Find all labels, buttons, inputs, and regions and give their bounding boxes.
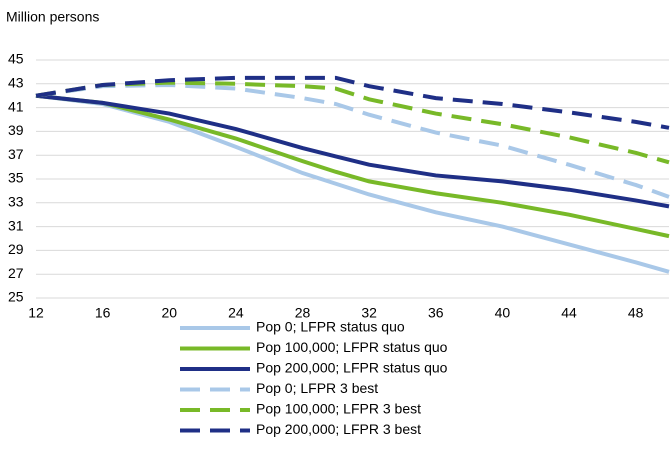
x-tick-label: 48 <box>628 305 644 321</box>
series-line <box>35 80 670 165</box>
y-tick-label: 45 <box>8 51 24 67</box>
y-tick-label: 43 <box>8 75 24 91</box>
y-tick-label: 39 <box>8 122 24 138</box>
y-tick-label: 25 <box>8 289 24 305</box>
legend-label: Pop 0; LFPR status quo <box>256 319 405 335</box>
y-tick-label: 35 <box>8 170 24 186</box>
y-tick-label: 37 <box>8 146 24 162</box>
y-axis-label: Million persons <box>6 9 99 25</box>
x-tick-label: 12 <box>28 305 44 321</box>
series-line <box>35 93 670 209</box>
series-line <box>35 82 670 199</box>
series-line <box>35 93 670 239</box>
series-line <box>35 75 670 130</box>
x-tick-label: 36 <box>428 305 444 321</box>
legend-label: Pop 100,000; LFPR 3 best <box>256 401 421 417</box>
x-tick-label: 16 <box>95 305 111 321</box>
x-tick-label: 24 <box>228 305 244 321</box>
legend-label: Pop 200,000; LFPR status quo <box>256 360 448 376</box>
y-tick-label: 27 <box>8 265 24 281</box>
series-line <box>35 93 670 274</box>
y-tick-label: 33 <box>8 194 24 210</box>
y-tick-label: 31 <box>8 217 24 233</box>
x-tick-label: 40 <box>495 305 511 321</box>
legend-label: Pop 200,000; LFPR 3 best <box>256 421 421 437</box>
x-tick-label: 20 <box>161 305 177 321</box>
x-tick-label: 28 <box>295 305 311 321</box>
legend-label: Pop 100,000; LFPR status quo <box>256 339 448 355</box>
y-tick-label: 29 <box>8 241 24 257</box>
x-tick-label: 32 <box>361 305 377 321</box>
y-tick-label: 41 <box>8 98 24 114</box>
x-tick-label: 44 <box>561 305 577 321</box>
legend-label: Pop 0; LFPR 3 best <box>256 380 378 396</box>
